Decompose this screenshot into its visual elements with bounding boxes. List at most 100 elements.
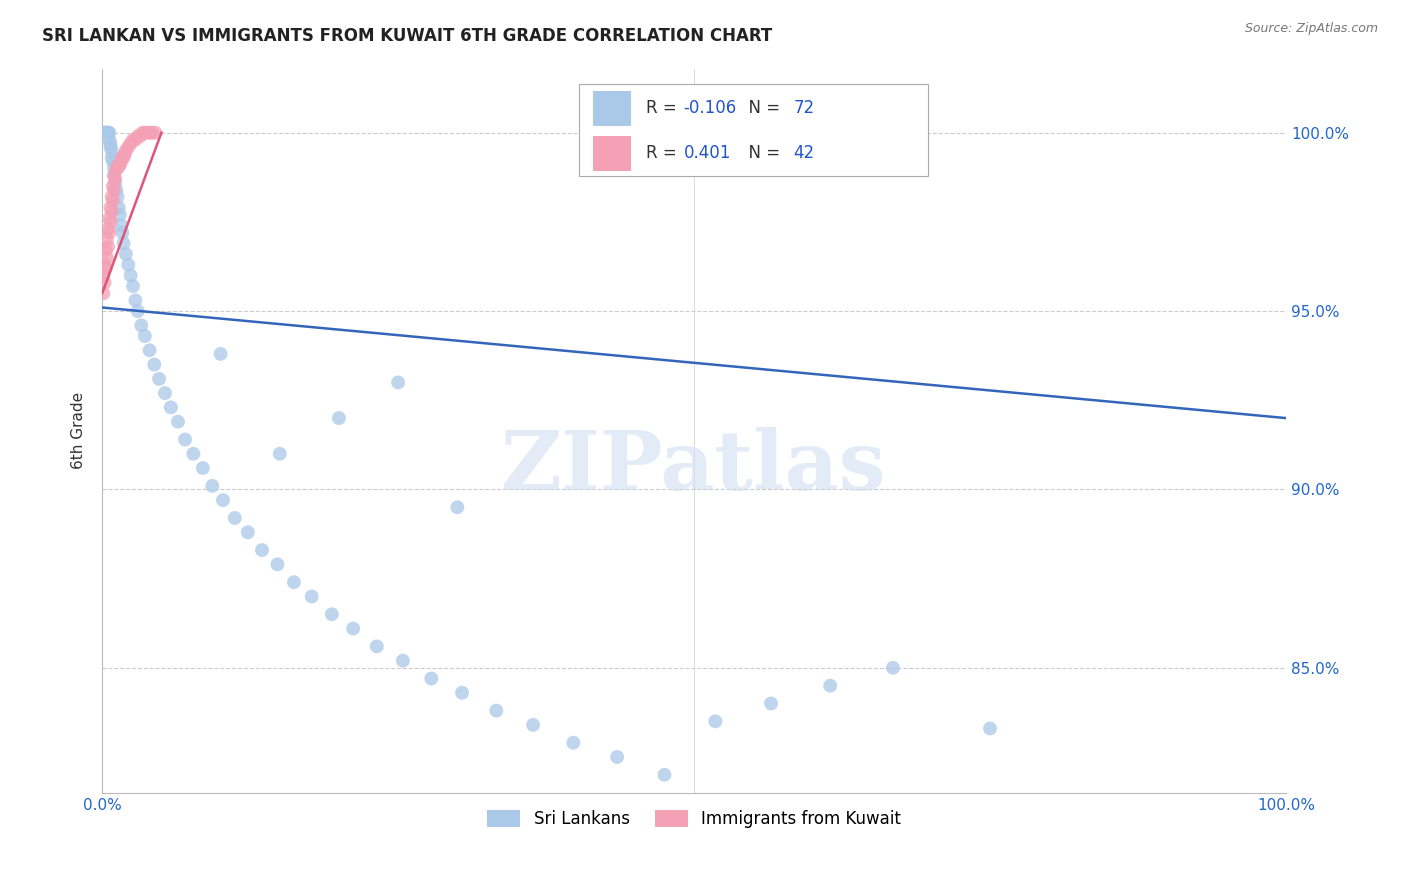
Point: [183, 447, 205, 461]
Point: [420, 672, 443, 686]
Point: [485, 704, 508, 718]
Text: 42: 42: [793, 145, 814, 162]
Point: [100, 140, 122, 154]
Point: [93, 126, 115, 140]
Point: [145, 126, 167, 140]
Text: N =: N =: [738, 145, 786, 162]
Point: [129, 318, 152, 333]
Y-axis label: 6th Grade: 6th Grade: [72, 392, 86, 469]
Bar: [593, 136, 631, 170]
Point: [96, 251, 118, 265]
Text: 0.401: 0.401: [683, 145, 731, 162]
Point: [392, 654, 415, 668]
Point: [96, 126, 118, 140]
Point: [100, 190, 122, 204]
Point: [366, 640, 388, 654]
Point: [138, 126, 160, 140]
Point: [115, 144, 138, 158]
Point: [93, 276, 115, 290]
Point: [114, 147, 136, 161]
Text: R =: R =: [645, 99, 682, 118]
Point: [224, 511, 246, 525]
Point: [105, 183, 128, 197]
Point: [107, 161, 129, 176]
Point: [117, 258, 139, 272]
Legend: Sri Lankans, Immigrants from Kuwait: Sri Lankans, Immigrants from Kuwait: [481, 804, 908, 835]
Point: [451, 686, 474, 700]
Point: [250, 543, 273, 558]
Point: [100, 136, 122, 151]
Point: [94, 261, 117, 276]
Point: [301, 590, 323, 604]
Point: [212, 493, 235, 508]
Point: [94, 244, 117, 258]
Point: [98, 126, 121, 140]
Point: [136, 126, 159, 140]
Point: [98, 133, 121, 147]
Point: [108, 208, 131, 222]
Point: [100, 144, 122, 158]
Point: [321, 607, 343, 622]
Point: [94, 126, 117, 140]
Point: [101, 154, 124, 169]
Point: [654, 768, 676, 782]
Point: [153, 386, 176, 401]
Point: [96, 126, 118, 140]
Point: [201, 479, 224, 493]
Point: [446, 500, 468, 515]
Point: [101, 194, 124, 208]
Point: [704, 714, 727, 729]
Point: [111, 226, 134, 240]
Point: [97, 240, 120, 254]
Point: [98, 226, 121, 240]
Point: [103, 169, 125, 183]
Point: [103, 169, 125, 183]
Point: [107, 158, 129, 172]
Text: -0.106: -0.106: [683, 99, 737, 118]
Point: [124, 293, 146, 308]
Point: [104, 172, 127, 186]
Point: [93, 126, 115, 140]
Point: [101, 179, 124, 194]
Point: [110, 219, 132, 233]
Point: [342, 622, 364, 636]
Point: [112, 151, 135, 165]
Point: [124, 133, 146, 147]
Point: [103, 161, 125, 176]
Point: [134, 329, 156, 343]
Point: [882, 661, 904, 675]
Point: [115, 247, 138, 261]
Point: [97, 222, 120, 236]
Point: [141, 126, 163, 140]
Point: [328, 411, 350, 425]
Point: [387, 376, 409, 390]
Point: [120, 136, 142, 151]
Point: [98, 211, 121, 226]
Point: [110, 154, 132, 169]
Point: [103, 183, 125, 197]
Point: [97, 126, 120, 140]
Point: [117, 140, 139, 154]
Point: [127, 304, 149, 318]
Point: [104, 176, 127, 190]
Point: [143, 358, 166, 372]
Point: [236, 525, 259, 540]
Point: [108, 158, 131, 172]
Point: [94, 126, 117, 140]
Point: [129, 129, 152, 144]
Point: [105, 161, 128, 176]
Point: [522, 718, 544, 732]
Point: [266, 558, 288, 572]
Point: [127, 129, 149, 144]
Point: [120, 268, 142, 283]
Point: [93, 286, 115, 301]
Point: [100, 204, 122, 219]
Text: SRI LANKAN VS IMMIGRANTS FROM KUWAIT 6TH GRADE CORRELATION CHART: SRI LANKAN VS IMMIGRANTS FROM KUWAIT 6TH…: [42, 27, 772, 45]
Point: [174, 433, 197, 447]
Point: [138, 343, 160, 358]
Point: [160, 401, 183, 415]
Point: [134, 126, 156, 140]
Point: [148, 372, 170, 386]
Point: [167, 415, 190, 429]
FancyBboxPatch shape: [579, 84, 928, 177]
